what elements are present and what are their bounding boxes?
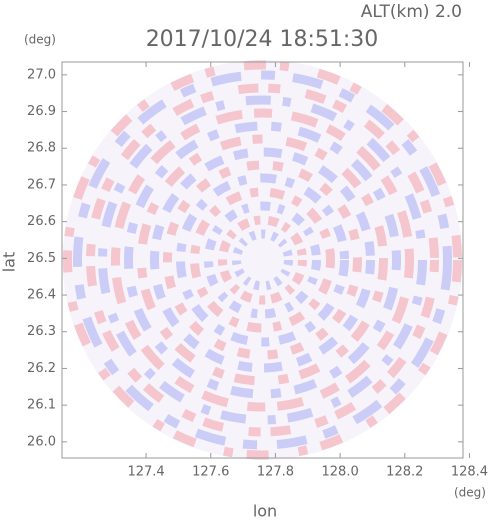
x-tick-label: 128.2 bbox=[386, 465, 423, 480]
y-tick-label: 26.6 bbox=[27, 214, 56, 229]
y-tick-label: 26.2 bbox=[27, 361, 56, 376]
y-axis-label: lat bbox=[0, 252, 19, 273]
y-tick-label: 26.5 bbox=[27, 251, 56, 266]
x-tick-label: 127.4 bbox=[127, 465, 164, 480]
y-tick-label: 26.4 bbox=[27, 288, 56, 303]
y-tick-label: 26.8 bbox=[27, 141, 56, 156]
x-tick-label: 128.4 bbox=[451, 465, 488, 480]
x-tick-label: 127.6 bbox=[192, 465, 229, 480]
y-tick-label: 26.3 bbox=[27, 324, 56, 339]
y-tick-label: 26.0 bbox=[27, 434, 56, 449]
x-tick-label: 127.8 bbox=[257, 465, 294, 480]
y-tick-label: 26.7 bbox=[27, 177, 56, 192]
x-tick-label: 128.0 bbox=[322, 465, 359, 480]
y-unit: (deg) bbox=[24, 33, 56, 47]
radar-field bbox=[62, 60, 463, 460]
y-tick-label: 26.1 bbox=[27, 398, 56, 413]
y-tick-label: 26.9 bbox=[27, 104, 56, 119]
plot-frame bbox=[61, 61, 464, 459]
y-tick-label: 27.0 bbox=[27, 67, 56, 82]
x-axis-label: lon bbox=[253, 502, 277, 521]
x-unit: (deg) bbox=[454, 486, 486, 500]
subtitle: ALT(km) 2.0 bbox=[361, 2, 462, 22]
chart-title: 2017/10/24 18:51:30 bbox=[146, 27, 379, 52]
